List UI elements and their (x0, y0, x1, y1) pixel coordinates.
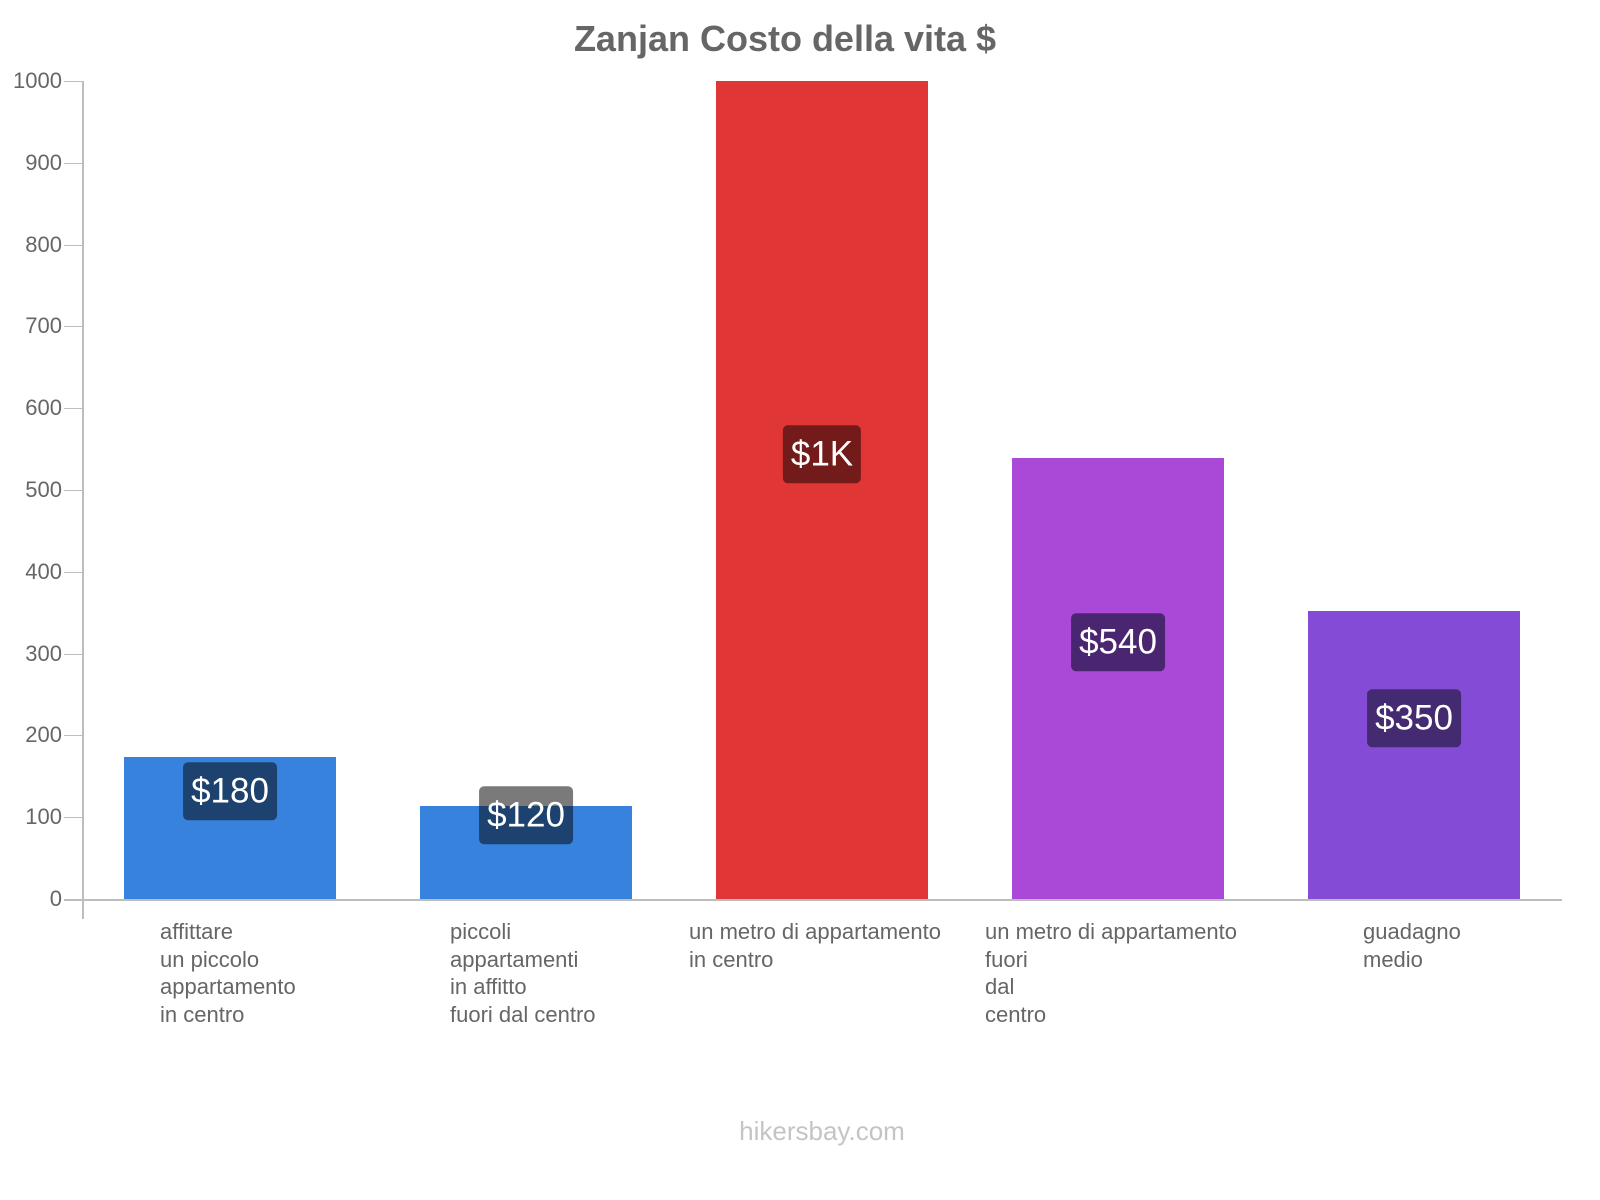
y-tick-label: 500 (25, 477, 62, 502)
y-tick-mark (64, 817, 82, 819)
y-tick-mark (64, 326, 82, 328)
x-category-label: un metro di appartamento fuori dal centr… (985, 919, 1237, 1027)
x-category-label: affittare un piccolo appartamento in cen… (160, 919, 296, 1027)
y-tick-label: 200 (25, 722, 62, 748)
y-tick-mark (64, 490, 82, 491)
y-tick-label: 800 (25, 231, 62, 257)
y-tick-label: 300 (25, 640, 62, 666)
y-tick-mark (64, 244, 82, 246)
y-tick-mark (64, 162, 82, 164)
bar-value-label: $120 (479, 786, 573, 844)
y-tick-mark (64, 81, 82, 82)
x-category-label: un metro di appartamento in centro (689, 919, 941, 972)
x-category-label: piccoli appartamenti in affitto fuori da… (450, 919, 596, 1027)
y-tick-label: 100 (25, 804, 62, 830)
y-tick-label: 400 (25, 558, 62, 584)
chart-title: Zanjan Costo della vita $ (573, 18, 997, 59)
bar-value-label: $540 (1071, 613, 1165, 671)
x-category-label: guadagno medio (1363, 919, 1461, 972)
y-tick-label: 600 (25, 395, 62, 421)
y-tick-mark (64, 653, 82, 655)
y-tick-mark (64, 408, 82, 410)
y-tick-label: 700 (25, 313, 62, 339)
y-axis-line (82, 81, 84, 919)
bar-value-label: $350 (1367, 689, 1461, 747)
y-tick-mark (64, 571, 82, 573)
y-tick-label: 1000 (13, 68, 62, 93)
footer-watermark: hikersbay.com (739, 1116, 905, 1146)
bar[interactable] (1308, 611, 1520, 899)
y-tick-label: 0 (49, 886, 62, 911)
x-axis-line (64, 899, 1562, 901)
bar-value-label: $180 (183, 762, 277, 820)
bar[interactable] (1012, 458, 1224, 899)
bar[interactable] (716, 81, 928, 899)
y-tick-mark (64, 735, 82, 737)
y-tick-mark (64, 899, 82, 900)
y-tick-label: 900 (25, 149, 62, 175)
bar-value-label: $1K (782, 425, 862, 483)
